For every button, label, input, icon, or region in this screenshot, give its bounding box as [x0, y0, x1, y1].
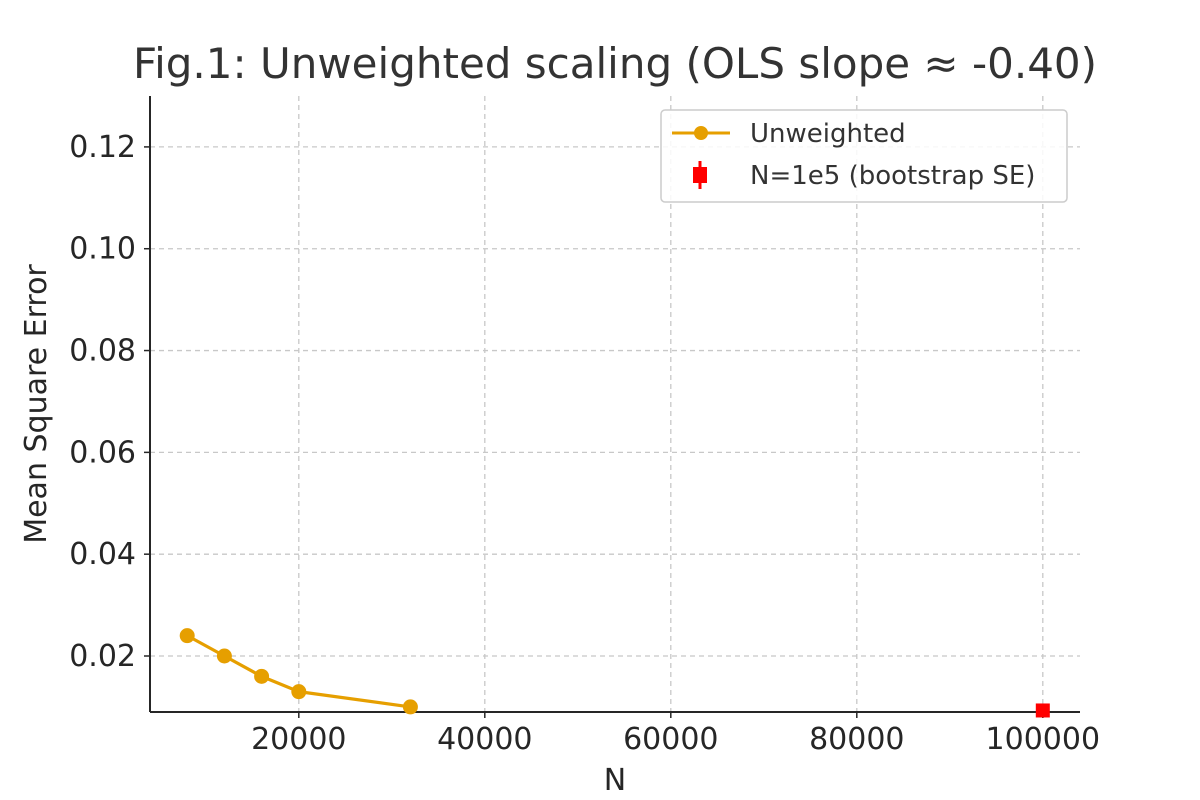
- legend-box: [660, 109, 1068, 203]
- y-tick-label: 0.04: [69, 537, 136, 572]
- unweighted-point: [291, 684, 307, 700]
- legend: Unweighted N=1e5 (bootstrap SE): [660, 109, 1068, 203]
- axes: [149, 96, 1080, 713]
- bootstrap-point: [1035, 703, 1050, 718]
- legend-label-unweighted: Unweighted: [750, 119, 906, 149]
- unweighted-point: [179, 628, 195, 644]
- x-tick-label: 100000: [986, 722, 1101, 757]
- x-axis-label: N: [604, 763, 626, 798]
- unweighted-point: [402, 699, 418, 715]
- legend-square-marker: [693, 167, 707, 183]
- y-ticks: 0.02 0.04 0.06 0.08 0.10 0.12: [69, 130, 150, 674]
- y-tick-label: 0.06: [69, 435, 136, 470]
- chart-title: Fig.1: Unweighted scaling (OLS slope ≈ -…: [133, 39, 1097, 88]
- legend-label-bootstrap: N=1e5 (bootstrap SE): [750, 161, 1035, 191]
- y-tick-label: 0.12: [69, 130, 136, 165]
- x-tick-label: 60000: [623, 722, 718, 757]
- x-tick-label: 80000: [809, 722, 904, 757]
- series: [179, 628, 1050, 718]
- y-tick-label: 0.10: [69, 232, 136, 267]
- unweighted-point: [254, 668, 270, 684]
- legend-circle-marker: [694, 126, 708, 140]
- y-tick-label: 0.08: [69, 334, 136, 369]
- unweighted-point: [216, 648, 232, 664]
- x-tick-label: 20000: [251, 722, 346, 757]
- y-tick-label: 0.02: [69, 639, 136, 674]
- x-tick-label: 40000: [437, 722, 532, 757]
- y-axis-label: Mean Square Error: [19, 264, 54, 544]
- x-ticks: 20000 40000 60000 80000 100000: [251, 712, 1100, 757]
